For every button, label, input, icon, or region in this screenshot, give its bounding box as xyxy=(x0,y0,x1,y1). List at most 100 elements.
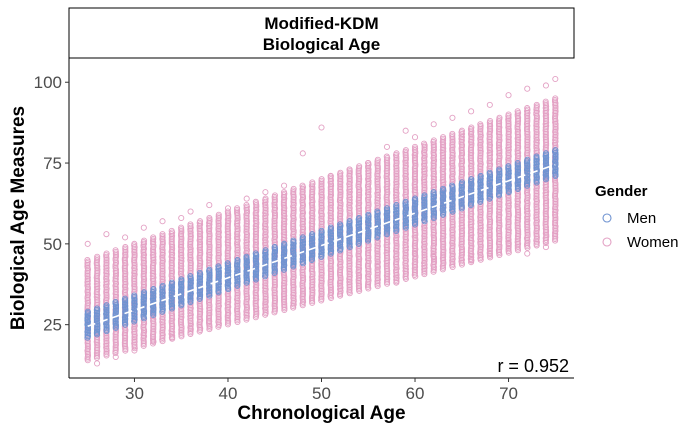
men-point xyxy=(168,279,176,286)
women-outlier-point xyxy=(402,127,409,134)
women-point xyxy=(374,156,381,163)
women-point xyxy=(178,224,185,231)
x-tick-label: 30 xyxy=(125,384,144,403)
men-point xyxy=(552,147,559,154)
women-point xyxy=(215,211,222,218)
women-outlier-point xyxy=(94,360,101,367)
women-outlier-point xyxy=(262,298,269,306)
men-point xyxy=(505,163,512,170)
women-point xyxy=(103,250,110,257)
correlation-annotation: r = 0.952 xyxy=(497,356,569,376)
women-point xyxy=(197,218,204,225)
women-outlier-point xyxy=(122,234,129,241)
women-point xyxy=(131,240,138,247)
men-point xyxy=(477,172,484,180)
women-outlier-point xyxy=(552,75,559,83)
facet-strip xyxy=(68,7,575,59)
men-point xyxy=(346,218,353,225)
women-point xyxy=(234,205,241,212)
women-outlier-point xyxy=(524,250,531,257)
women-point xyxy=(468,124,475,131)
men-point xyxy=(524,156,531,163)
men-point xyxy=(281,240,288,247)
women-point xyxy=(337,169,344,176)
women-outlier-point xyxy=(468,108,475,115)
trend-line xyxy=(87,163,556,328)
women-outlier-point xyxy=(168,334,175,341)
women-point xyxy=(234,208,241,215)
women-point xyxy=(487,117,494,125)
x-axis-label: Chronological Age xyxy=(237,403,405,424)
women-point xyxy=(206,214,213,222)
men-point xyxy=(224,260,231,267)
men-point xyxy=(384,205,391,212)
men-point xyxy=(159,282,166,289)
women-point xyxy=(290,185,297,192)
women-point xyxy=(252,198,259,205)
women-point xyxy=(94,253,101,260)
women-outlier-point xyxy=(365,159,372,167)
women-outlier-point xyxy=(486,101,493,108)
women-outlier-point xyxy=(224,205,232,212)
women-outlier-point xyxy=(159,218,166,225)
men-point xyxy=(215,263,222,270)
women-outlier-point xyxy=(84,240,91,247)
women-outlier-point xyxy=(224,311,232,319)
men-point xyxy=(355,214,363,222)
women-outlier-point xyxy=(505,92,512,99)
women-point xyxy=(449,130,456,138)
x-tick-label: 50 xyxy=(312,384,331,403)
women-outlier-point xyxy=(112,353,119,361)
y-tick-label: 75 xyxy=(43,154,62,173)
women-outlier-point xyxy=(449,114,456,121)
women-point xyxy=(496,114,503,121)
women-point xyxy=(112,247,119,254)
men-point xyxy=(178,276,185,283)
women-point xyxy=(458,127,465,134)
women-outlier-point xyxy=(150,337,157,344)
men-point xyxy=(486,169,493,176)
women-point xyxy=(524,105,531,112)
women-point xyxy=(159,231,166,238)
women-point xyxy=(421,140,428,147)
women-outlier-point xyxy=(346,166,353,173)
men-point xyxy=(496,166,503,173)
women-outlier-point xyxy=(299,150,306,157)
women-outlier-point xyxy=(187,208,194,215)
women-outlier-point xyxy=(243,195,250,202)
women-point xyxy=(262,195,269,202)
women-point xyxy=(309,179,316,186)
men-point xyxy=(112,298,119,306)
men-point xyxy=(243,253,250,260)
women-outlier-point xyxy=(486,250,493,257)
men-point xyxy=(374,208,381,215)
women-outlier-point xyxy=(299,292,306,299)
women-point xyxy=(224,208,231,215)
men-point xyxy=(309,231,316,238)
men-point xyxy=(468,176,475,183)
men-point xyxy=(94,305,101,312)
legend-title: Gender xyxy=(595,183,648,200)
women-outlier-point xyxy=(393,279,400,286)
women-point xyxy=(430,137,437,144)
men-point xyxy=(234,256,241,264)
women-outlier-point xyxy=(187,324,194,331)
chart-title-line1: Modified-KDM xyxy=(264,14,378,33)
men-point xyxy=(533,153,540,160)
women-point xyxy=(150,234,157,241)
women-outlier-point xyxy=(178,214,185,222)
women-outlier-point xyxy=(355,273,362,280)
men-point xyxy=(103,302,110,309)
men-point xyxy=(440,185,447,192)
x-tick-label: 40 xyxy=(219,384,238,403)
women-point xyxy=(271,192,278,199)
x-axis-ticks: 30 40 50 60 70 xyxy=(125,378,518,403)
women-point xyxy=(552,95,559,102)
women-point xyxy=(187,221,194,228)
men-point xyxy=(84,308,91,315)
women-point xyxy=(402,147,409,154)
women-outlier-point xyxy=(542,82,549,89)
men-point xyxy=(140,289,148,296)
women-point xyxy=(383,153,390,160)
women-outlier-point xyxy=(140,224,147,231)
